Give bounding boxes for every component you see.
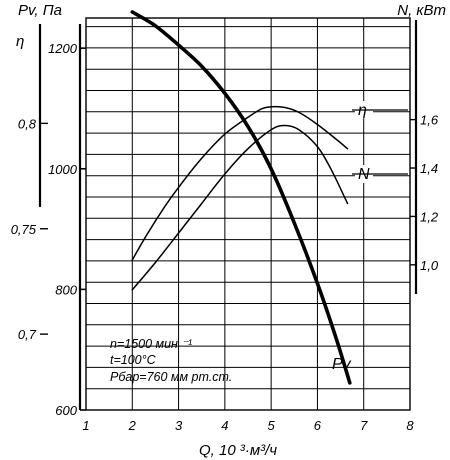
pressure-tick-label: 600 [55, 403, 77, 418]
pressure-curve-label: Pv [332, 356, 352, 373]
x-tick-label: 6 [314, 418, 322, 433]
efficiency-axis-title: η [16, 33, 24, 50]
chart-axes [38, 17, 418, 411]
pressure-curve [130, 10, 352, 385]
efficiency-tick-label: 0,7 [18, 327, 37, 342]
operating-conditions-note: n=1500 мин ⁻¹ t=100°C Рбар=760 мм рт.ст. [110, 337, 232, 384]
power-tick-label: 1,0 [420, 258, 439, 273]
x-tick-label: 8 [406, 418, 414, 433]
power-tick-label: 1,2 [420, 209, 439, 224]
note-pressure: Рбар=760 мм рт.ст. [110, 370, 232, 384]
power-axis-title: N, кВт [397, 2, 446, 19]
pressure-tick-label: 1200 [48, 41, 78, 56]
power-tick-label: 1,4 [420, 161, 438, 176]
pressure-axis-title: Pv, Па [18, 2, 62, 19]
efficiency-curve-label: η [358, 102, 367, 119]
power-curve-label: N [358, 166, 370, 183]
curve-labels: η N Pv [332, 101, 408, 373]
x-tick-label: 1 [82, 418, 89, 433]
note-speed: n=1500 мин ⁻¹ [110, 337, 192, 351]
efficiency-tick-label: 0,8 [18, 116, 37, 131]
x-tick-label: 3 [175, 418, 183, 433]
flow-axis-title: Q, 10 ³·м³/ч [199, 442, 277, 459]
efficiency-curve [131, 124, 349, 291]
tick-labels: 1 2 3 4 5 6 7 8 600 800 1000 1200 0,7 0,75 0,8 1,0 1,2 1,… [11, 41, 439, 433]
plot-frame [85, 17, 411, 411]
x-tick-label: 5 [268, 418, 276, 433]
pressure-tick-label: 1000 [48, 162, 78, 177]
pressure-tick-label: 800 [55, 282, 77, 297]
x-tick-label: 2 [128, 418, 137, 433]
plot-grid [85, 18, 411, 411]
curves [130, 10, 352, 385]
note-temperature: t=100°C [110, 353, 157, 367]
x-tick-label: 7 [360, 418, 368, 433]
efficiency-tick-label: 0,75 [11, 222, 37, 237]
x-tick-label: 4 [221, 418, 228, 433]
power-curve [131, 105, 349, 261]
power-tick-label: 1,6 [420, 113, 439, 128]
